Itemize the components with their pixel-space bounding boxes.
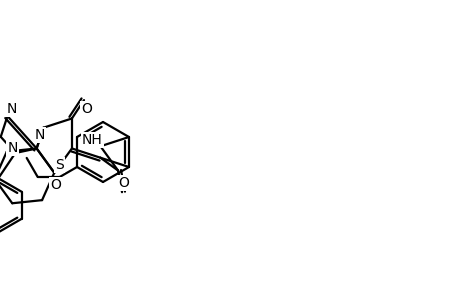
Text: N: N	[6, 102, 17, 116]
Text: O: O	[81, 102, 92, 116]
Text: NH: NH	[82, 133, 103, 147]
Text: N: N	[34, 128, 45, 142]
Text: S: S	[55, 158, 63, 172]
Text: N: N	[34, 128, 45, 142]
Text: O: O	[118, 176, 129, 190]
Text: O: O	[50, 178, 61, 192]
Text: N: N	[7, 141, 17, 155]
